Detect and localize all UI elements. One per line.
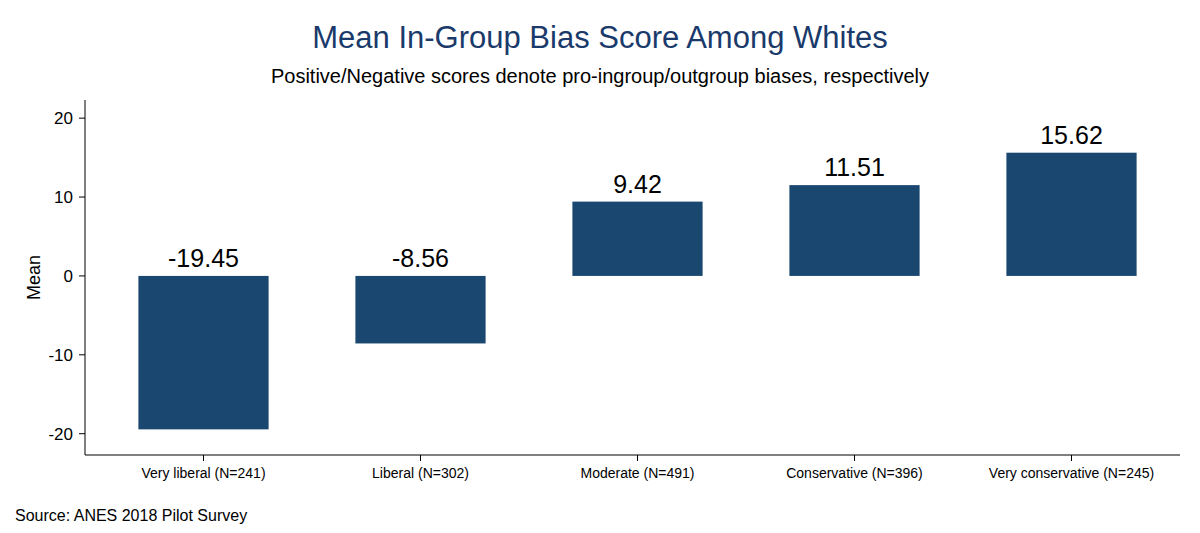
y-tick-label: 10 bbox=[54, 188, 73, 207]
x-tick bbox=[203, 455, 204, 461]
data-label: -8.56 bbox=[392, 244, 449, 272]
y-tick bbox=[79, 433, 85, 434]
data-label: 11.51 bbox=[824, 153, 885, 181]
x-tick-label: Very liberal (N=241) bbox=[141, 465, 265, 481]
y-axis-label: Mean bbox=[24, 255, 44, 300]
y-axis-line bbox=[85, 100, 86, 455]
bars bbox=[138, 153, 1136, 430]
x-tick bbox=[854, 455, 855, 461]
x-tick bbox=[420, 455, 421, 461]
y-tick bbox=[79, 275, 85, 276]
bar bbox=[138, 276, 268, 429]
y-tick-label: 20 bbox=[54, 109, 73, 128]
title: Mean In-Group Bias Score Among Whites bbox=[312, 20, 887, 55]
x-tick-label: Very conservative (N=245) bbox=[989, 465, 1154, 481]
x-tick-label: Moderate (N=491) bbox=[580, 465, 694, 481]
chart: Mean In-Group Bias Score Among Whites Pos… bbox=[0, 0, 1200, 533]
source-note: Source: ANES 2018 Pilot Survey bbox=[15, 507, 247, 524]
x-tick-label: Liberal (N=302) bbox=[372, 465, 469, 481]
y-tick-label: -10 bbox=[48, 346, 73, 365]
bar bbox=[1006, 153, 1136, 276]
x-tick bbox=[637, 455, 638, 461]
x-axis-line bbox=[85, 455, 1180, 456]
subtitle: Positive/Negative scores denote pro-ingr… bbox=[271, 65, 929, 87]
data-label: -19.45 bbox=[168, 244, 239, 272]
page: {"chart_data": {"type": "bar", "title": … bbox=[0, 0, 1200, 533]
background bbox=[0, 0, 1200, 533]
data-label: 15.62 bbox=[1040, 121, 1103, 149]
bar bbox=[572, 202, 702, 276]
data-label: 9.42 bbox=[613, 170, 662, 198]
y-tick bbox=[79, 354, 85, 355]
x-tick bbox=[1071, 455, 1072, 461]
y-tick-label: -20 bbox=[48, 425, 73, 444]
y-tick bbox=[79, 118, 85, 119]
y-tick-label: 0 bbox=[64, 267, 73, 286]
x-tick-label: Conservative (N=396) bbox=[786, 465, 923, 481]
bar bbox=[789, 185, 919, 276]
bar bbox=[355, 276, 485, 344]
y-tick bbox=[79, 197, 85, 198]
